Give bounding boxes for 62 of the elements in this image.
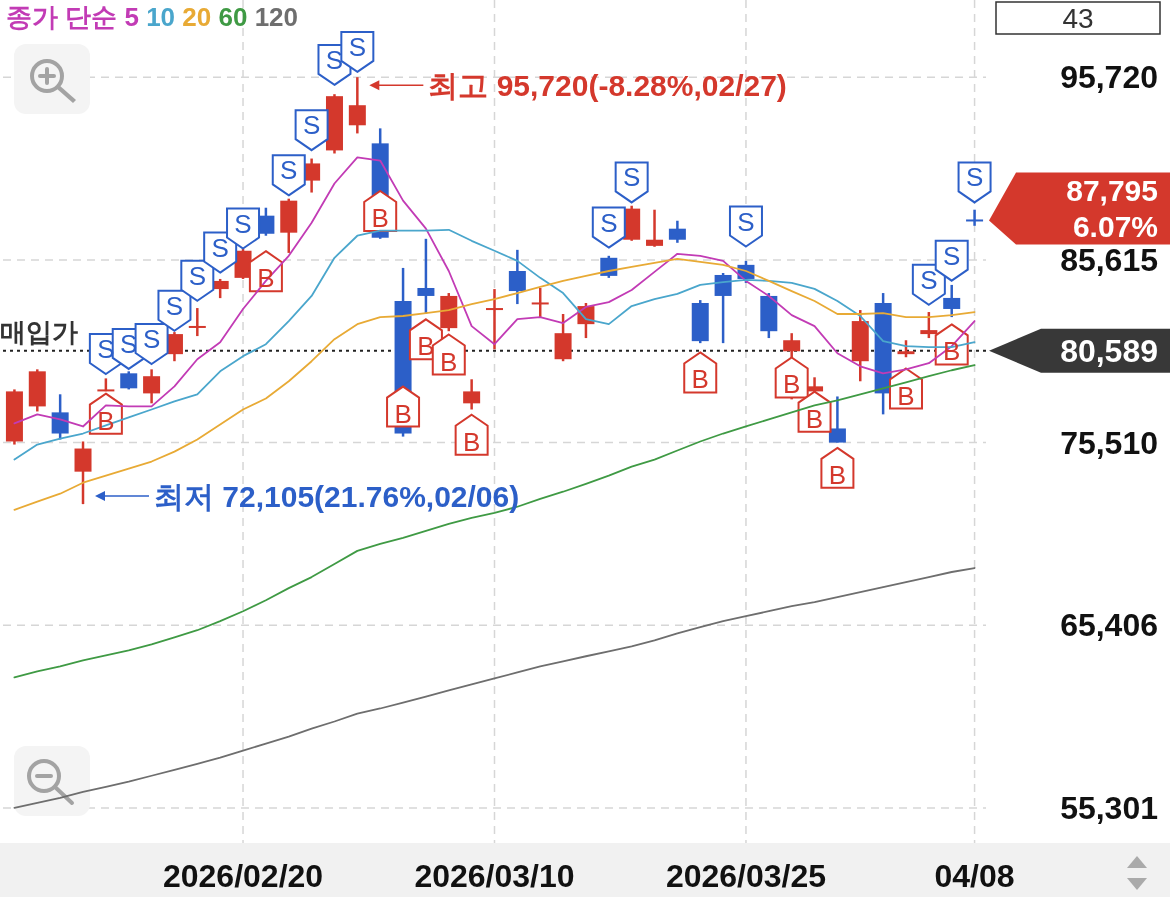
text: 5 [124,2,147,32]
text: S [120,328,138,359]
text: S [165,290,184,321]
candlestick [463,378,481,411]
text: B [394,398,412,429]
text: S [234,208,252,239]
text: S [302,110,321,141]
text: S [348,31,367,62]
text: B [417,331,435,362]
candlestick [714,271,732,345]
text: S [211,232,229,263]
text: 87,795 6.07% [1066,173,1158,243]
text: B [462,426,481,457]
text: S [325,44,344,75]
text: B [897,380,915,411]
x-tick-label: 2026/03/25 [665,858,827,894]
text: B [828,459,847,490]
y-tick-label: 95,720 [1060,59,1158,96]
candlestick [646,208,664,249]
text: 10 [146,2,183,32]
y-tick-label: 65,406 [1060,607,1158,644]
text: S [622,162,641,193]
text: S [142,324,161,355]
text: B [691,364,709,395]
text: 60 [218,2,255,32]
series-label: B [783,369,801,400]
text: 20 [182,2,219,32]
annotation: 최고 95,720(-8.28%,02/27) [428,68,787,102]
text: 120 [254,2,299,32]
text: B [371,202,389,233]
y-tick-label: 85,615 [1060,241,1158,278]
text: S [600,207,618,238]
text: S [943,240,961,271]
candlestick [966,208,984,228]
candlestick [943,283,961,319]
candlestick [668,219,686,245]
ref-line-label: 매입가 [0,316,78,347]
candlestick [348,75,366,135]
text: B [805,403,824,434]
text: S [737,206,755,237]
line-series [13,567,976,809]
candlestick [143,368,161,405]
candlestick [486,287,503,351]
text: S [188,260,206,291]
candlestick [51,393,69,441]
legend-title: 종가 단순 [6,2,125,32]
text: S [920,264,938,295]
x-tick-label: 2026/02/20 [162,858,324,894]
x-tick-label: 2026/03/10 [414,858,575,894]
candlestick [508,248,526,306]
text: B [440,346,458,377]
text: S [965,162,984,193]
text: S [280,155,298,186]
text: 43 [1062,2,1094,34]
annotation: 최저 72,105(21.76%,02/06) [154,479,520,513]
y-tick-label: 75,510 [1060,424,1158,461]
text: 80,589 [1060,332,1158,369]
x-tick-label: 04/08 [934,858,1015,894]
candlestick [828,395,846,444]
y-tick-label: 55,301 [1060,789,1158,826]
candlestick [188,306,206,338]
candlestick [74,440,92,506]
